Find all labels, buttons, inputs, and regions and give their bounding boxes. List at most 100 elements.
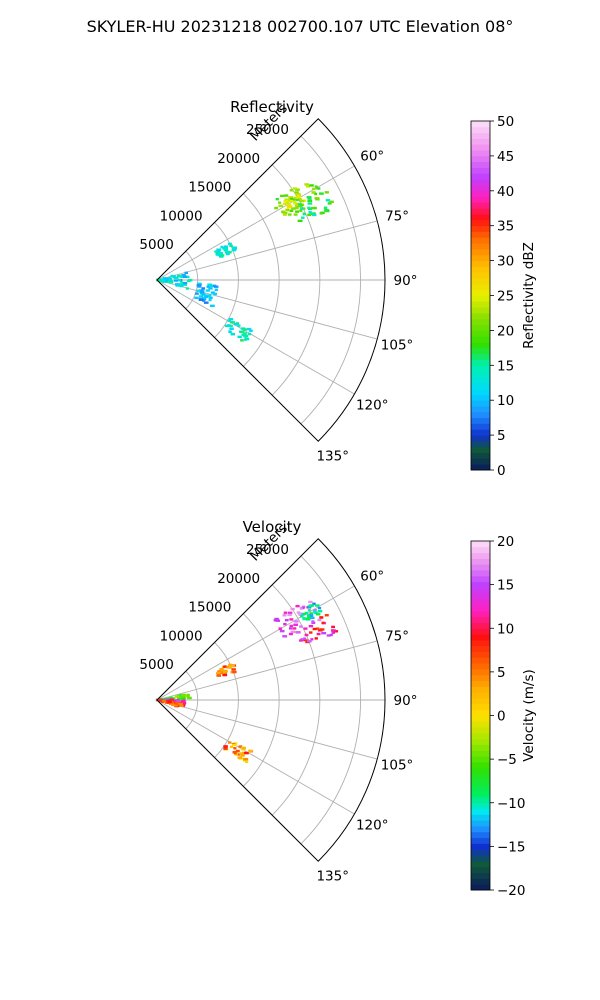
radar-echo-cell [319,212,323,215]
radar-echo-cell [293,213,298,216]
radar-echo-cell [181,274,186,277]
radar-echo-cell [310,638,314,641]
radar-echo-cell [229,327,234,330]
radar-echo-cell [182,693,187,697]
colorbar-band [471,132,490,139]
colorbar-band [471,208,490,215]
radar-echo-cell [199,292,204,295]
colorbar-band [471,237,490,244]
colorbar-band [471,324,490,331]
radar-echo-cell [168,281,174,284]
radar-echo-cell [321,631,327,635]
radar-echo-cell [185,287,189,290]
radar-echo-cell [304,633,308,637]
radar-echo-cell [177,278,182,282]
radar-echo-cell [229,244,233,248]
colorbar-band [471,248,490,256]
colorbar-band [471,820,490,827]
colorbar-band [471,541,490,548]
colorbar-band [471,808,490,815]
radar-echo-cell [324,209,330,212]
colorbar-band [471,564,490,571]
colorbar-tick-label: 20 [497,534,514,550]
radar-echo-cell [175,701,180,705]
radar-echo-cell [227,741,232,744]
colorbar-band [471,575,490,583]
radar-echo-cell [298,198,302,201]
colorbar-band [471,791,490,798]
radar-echo-cell [228,242,232,246]
colorbar-band [471,779,490,786]
radar-echo-cell [227,319,232,322]
radar-echo-cell [243,335,248,338]
radar-echo-cell [172,276,176,279]
radar-echo-cell [287,613,292,617]
radar-echo-cell [182,283,187,286]
radar-echo-cell [315,627,320,630]
colorbar-band [471,738,490,745]
radar-echo-cell [231,248,237,252]
colorbar-band [471,773,490,780]
radar-echo-cell [299,209,303,212]
radial-tick-label: 10000 [160,208,203,224]
colorbar-band [471,121,490,128]
radar-echo-cell [311,620,315,623]
colorbar-band [471,756,490,763]
radar-echo-cell [203,301,209,304]
radar-echo-cell [306,196,312,199]
radar-echo-cell [284,618,289,622]
radar-echo-cell [240,330,245,334]
radar-echo-cell [316,632,321,636]
radar-echo-cell [168,279,174,283]
radar-echo-cell [324,614,329,617]
colorbar-band [471,744,490,751]
radar-echo-cell [240,754,245,757]
radar-echo-cell [226,251,232,254]
radar-echo-cell [283,622,287,626]
radar-echo-cell [170,274,174,278]
radar-echo-cell [182,697,186,700]
radar-echo-cell [168,277,172,281]
radar-echo-cell [176,699,181,702]
radar-echo-cell [293,623,299,626]
radar-echo-cell [324,191,329,194]
angle-tick-label: 75° [385,209,409,225]
radar-echo-cell [289,199,294,203]
radar-echo-cell [247,332,252,336]
radar-echo-cell [242,328,247,331]
colorbar-tick-label: 5 [497,665,506,681]
sector-outline [156,118,386,442]
colorbar-band [471,866,490,873]
radar-echo-cell [223,245,228,248]
radar-echo-cell [156,278,161,282]
colorbar-tick-label: 20 [497,323,514,339]
colorbar-band [471,254,490,261]
radar-echo-cell [237,335,242,339]
radar-echo-cell [313,608,317,612]
radar-echo-cell [178,702,183,706]
radar-echo-cell [278,201,282,204]
radar-echo-cell [302,212,306,216]
colorbar-label: Velocity (m/s) [521,669,537,762]
radar-echo-cell [299,625,303,628]
radar-echo-cell [234,753,238,756]
colorbar-band [471,365,490,372]
radar-echo-cell [315,198,320,201]
colorbar-band [471,440,490,448]
radar-echo-cell [227,666,232,669]
radar-echo-cell [184,271,189,275]
radar-echo-cell [290,607,295,611]
radar-echo-cell [283,611,287,614]
radar-echo-cell [215,250,221,254]
colorbar-band [471,382,490,389]
radar-echo-cell [317,610,323,613]
radar-echo-cell [216,248,222,251]
colorbar-tick-label: −5 [497,752,517,768]
radar-echo-cell [227,324,231,327]
radar-echo-cell [186,279,191,283]
radar-echo-cell [223,247,229,251]
radar-echo-cell [307,609,311,612]
radar-echo-cell [223,747,228,750]
colorbar-tick-label: 15 [497,358,514,374]
radar-echo-cell [280,194,285,198]
